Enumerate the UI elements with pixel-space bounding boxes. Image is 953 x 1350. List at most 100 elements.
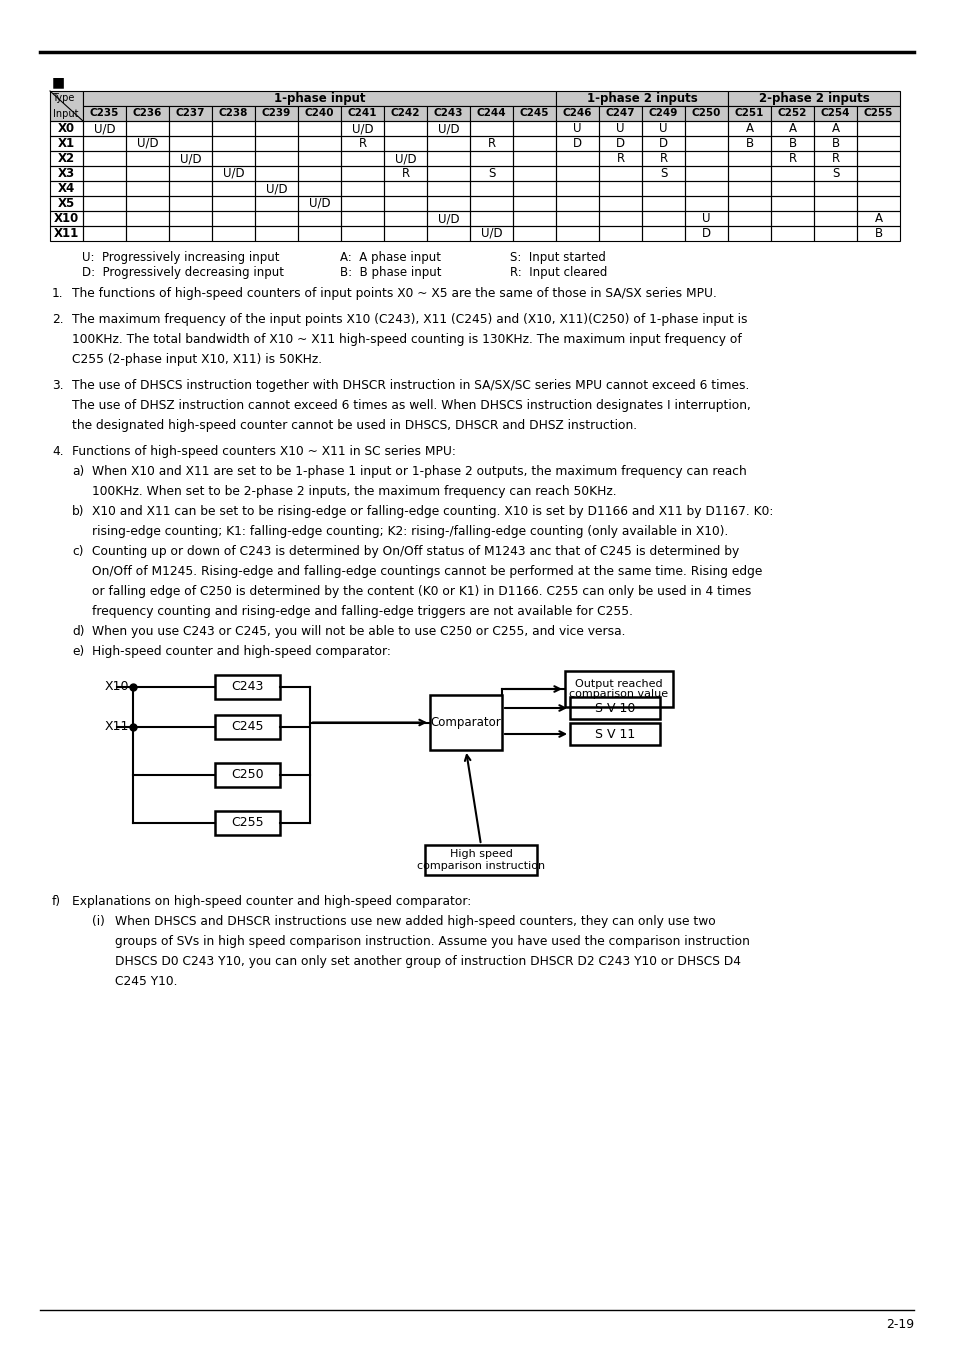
- Text: U/D: U/D: [309, 197, 330, 211]
- Text: C241: C241: [348, 108, 376, 119]
- Text: A: A: [744, 122, 753, 135]
- Bar: [513, 151, 556, 166]
- Bar: [50, 225, 83, 242]
- Bar: [727, 90, 899, 107]
- Text: X4: X4: [58, 182, 75, 194]
- Bar: [727, 166, 770, 181]
- Bar: [513, 225, 556, 242]
- Text: The use of DHSZ instruction cannot exceed 6 times as well. When DHSCS instructio: The use of DHSZ instruction cannot excee…: [71, 400, 750, 412]
- Bar: [513, 196, 556, 211]
- Bar: [126, 196, 169, 211]
- Bar: [384, 211, 427, 225]
- Bar: [254, 151, 297, 166]
- Bar: [556, 196, 598, 211]
- Bar: [297, 181, 340, 196]
- Bar: [212, 136, 254, 151]
- Text: 4.: 4.: [52, 446, 64, 458]
- Bar: [384, 151, 427, 166]
- Bar: [598, 166, 641, 181]
- Bar: [470, 122, 513, 136]
- Bar: [169, 136, 212, 151]
- Bar: [83, 196, 126, 211]
- Text: A:  A phase input: A: A phase input: [339, 251, 440, 265]
- Text: X10: X10: [53, 212, 79, 225]
- Text: U: U: [616, 122, 624, 135]
- Text: C237: C237: [175, 108, 205, 119]
- Text: C243: C243: [231, 680, 263, 694]
- Bar: [684, 211, 727, 225]
- Text: frequency counting and rising-edge and falling-edge triggers are not available f: frequency counting and rising-edge and f…: [91, 605, 633, 618]
- Bar: [384, 122, 427, 136]
- Bar: [169, 196, 212, 211]
- Bar: [770, 166, 813, 181]
- Bar: [169, 151, 212, 166]
- Bar: [254, 181, 297, 196]
- Bar: [684, 225, 727, 242]
- Bar: [214, 763, 280, 787]
- Bar: [297, 151, 340, 166]
- Bar: [770, 225, 813, 242]
- Bar: [856, 151, 899, 166]
- Bar: [770, 107, 813, 122]
- Text: The use of DHSCS instruction together with DHSCR instruction in SA/SX/SC series : The use of DHSCS instruction together wi…: [71, 379, 749, 391]
- Text: U/D: U/D: [437, 212, 458, 225]
- Bar: [297, 225, 340, 242]
- Bar: [340, 211, 384, 225]
- Text: C236: C236: [132, 108, 162, 119]
- Text: 3.: 3.: [52, 379, 64, 391]
- Bar: [340, 166, 384, 181]
- Text: U/D: U/D: [395, 153, 416, 165]
- Bar: [856, 107, 899, 122]
- Text: C252: C252: [777, 108, 806, 119]
- Bar: [470, 136, 513, 151]
- Bar: [770, 122, 813, 136]
- Text: U/D: U/D: [437, 122, 458, 135]
- Bar: [684, 107, 727, 122]
- Bar: [384, 166, 427, 181]
- Bar: [212, 225, 254, 242]
- Text: 2.: 2.: [52, 313, 64, 325]
- Bar: [598, 225, 641, 242]
- Bar: [684, 166, 727, 181]
- Text: X2: X2: [58, 153, 75, 165]
- Text: B: B: [874, 227, 882, 240]
- Bar: [212, 181, 254, 196]
- Bar: [641, 122, 684, 136]
- Bar: [254, 122, 297, 136]
- Text: S V 10: S V 10: [594, 702, 635, 714]
- Bar: [212, 122, 254, 136]
- Bar: [126, 225, 169, 242]
- Text: C245: C245: [519, 108, 549, 119]
- Text: comparison instruction: comparison instruction: [416, 861, 544, 871]
- Text: X11: X11: [53, 227, 79, 240]
- Text: C255: C255: [862, 108, 892, 119]
- Text: rising-edge counting; K1: falling-edge counting; K2: rising-/falling-edge counti: rising-edge counting; K1: falling-edge c…: [91, 525, 727, 539]
- Bar: [83, 90, 556, 107]
- Bar: [212, 151, 254, 166]
- Bar: [340, 225, 384, 242]
- Bar: [50, 211, 83, 225]
- Bar: [169, 107, 212, 122]
- Bar: [641, 166, 684, 181]
- Bar: [770, 196, 813, 211]
- Text: D: D: [659, 136, 667, 150]
- Bar: [641, 211, 684, 225]
- Text: R: R: [659, 153, 667, 165]
- Bar: [513, 107, 556, 122]
- Bar: [427, 136, 470, 151]
- Bar: [470, 166, 513, 181]
- Text: Functions of high-speed counters X10 ~ X11 in SC series MPU:: Functions of high-speed counters X10 ~ X…: [71, 446, 456, 458]
- Bar: [770, 136, 813, 151]
- Text: A: A: [831, 122, 839, 135]
- Bar: [598, 151, 641, 166]
- Text: 100KHz. When set to be 2-phase 2 inputs, the maximum frequency can reach 50KHz.: 100KHz. When set to be 2-phase 2 inputs,…: [91, 485, 616, 498]
- Text: f): f): [52, 895, 61, 909]
- Bar: [513, 181, 556, 196]
- Bar: [50, 166, 83, 181]
- Bar: [83, 107, 126, 122]
- Text: X1: X1: [58, 136, 75, 150]
- Bar: [126, 122, 169, 136]
- Text: The maximum frequency of the input points X10 (C243), X11 (C245) and (X10, X11)(: The maximum frequency of the input point…: [71, 313, 747, 325]
- Text: A: A: [874, 212, 882, 225]
- Bar: [297, 196, 340, 211]
